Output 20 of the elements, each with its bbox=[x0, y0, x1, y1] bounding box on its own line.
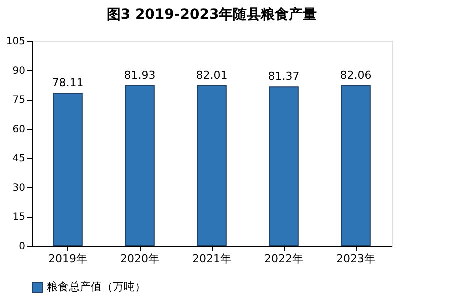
legend-label: 粮食总产值（万吨） bbox=[47, 280, 146, 294]
x-tick-label: 2020年 bbox=[120, 252, 160, 266]
data-label: 82.01 bbox=[196, 68, 228, 82]
x-tick-label: 2022年 bbox=[264, 252, 304, 266]
x-tick-label: 2019年 bbox=[48, 252, 88, 266]
data-label: 81.37 bbox=[268, 70, 300, 84]
y-tick-label: 75 bbox=[12, 95, 26, 106]
chart-title: 图3 2019-2023年随县粮食产量 bbox=[106, 6, 318, 23]
y-tick-label: 30 bbox=[12, 182, 26, 194]
data-label: 78.11 bbox=[52, 76, 84, 90]
x-tick-label: 2023年 bbox=[336, 252, 376, 266]
data-label: 82.06 bbox=[340, 68, 372, 82]
y-tick-label: 0 bbox=[19, 242, 26, 252]
y-tick-label: 90 bbox=[12, 66, 26, 77]
y-tick-label: 15 bbox=[12, 212, 26, 224]
y-tick-label: 45 bbox=[12, 154, 26, 165]
y-tick-label: 60 bbox=[12, 124, 26, 136]
y-tick-label: 105 bbox=[6, 36, 26, 48]
x-tick-label: 2021年 bbox=[192, 252, 232, 266]
data-label: 81.93 bbox=[124, 69, 156, 82]
